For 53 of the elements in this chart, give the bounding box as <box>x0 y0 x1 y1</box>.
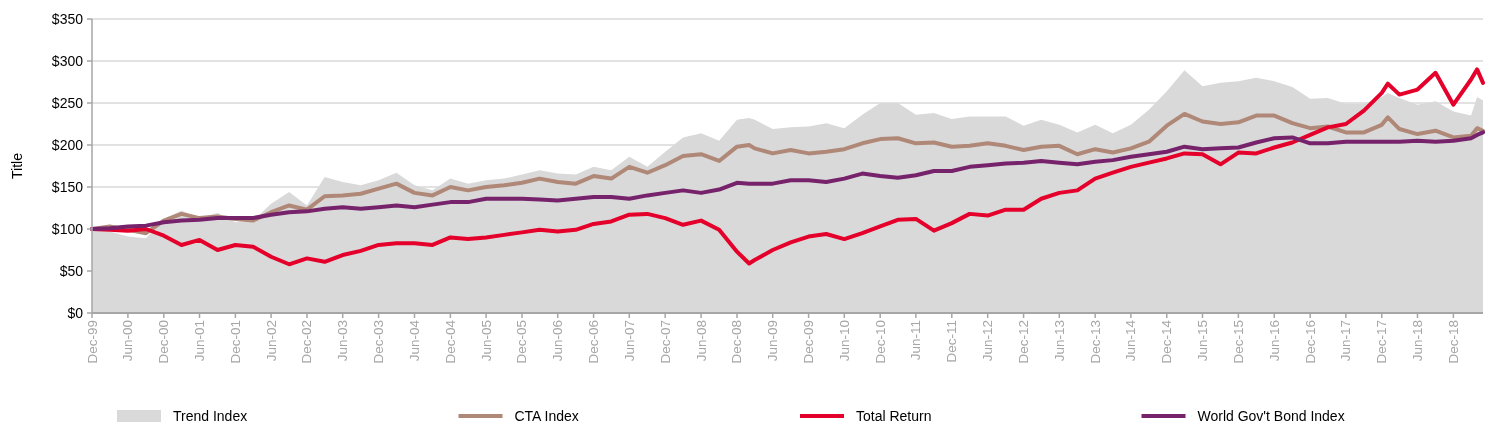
y-tick-label: $350 <box>51 11 84 27</box>
x-tick-label: Dec-04 <box>442 319 458 364</box>
x-tick-label: Dec-14 <box>1159 319 1175 364</box>
y-tick-label: $0 <box>67 305 84 321</box>
x-tick-label: Dec-08 <box>729 320 745 364</box>
x-tick-label: Dec-07 <box>657 320 673 364</box>
y-tick-label: $250 <box>51 95 84 111</box>
x-tick-label: Dec-16 <box>1302 320 1318 364</box>
legend-label: Total Return <box>856 408 932 424</box>
x-tick-label: Dec-02 <box>299 320 315 364</box>
x-tick-label: Jun-17 <box>1338 320 1354 362</box>
x-tick-label: Dec-11 <box>944 320 960 363</box>
x-tick-label: Jun-14 <box>1123 319 1139 362</box>
legend-label: World Gov't Bond Index <box>1197 408 1345 424</box>
x-tick-label: Jun-13 <box>1051 320 1067 362</box>
x-tick-label: Dec-12 <box>1016 320 1032 364</box>
x-tick-label: Jun-09 <box>765 320 781 362</box>
line-series <box>90 130 1485 231</box>
x-tick-label: Jun-16 <box>1266 320 1282 362</box>
x-tick-label: Jun-02 <box>263 320 279 362</box>
x-tick-label: Dec-06 <box>586 320 602 364</box>
x-tick-label: Jun-08 <box>693 320 709 362</box>
x-tick-label: Dec-99 <box>84 320 100 364</box>
y-axis-title: Title <box>9 152 25 179</box>
x-tick-label: Jun-05 <box>478 320 494 362</box>
x-tick-label: Dec-05 <box>514 320 530 364</box>
x-tick-label: Jun-11 <box>908 320 924 361</box>
x-tick-label: Dec-17 <box>1374 320 1390 364</box>
x-tick-label: Dec-10 <box>872 320 888 364</box>
legend-label: CTA Index <box>514 408 579 424</box>
x-tick-label: Dec-18 <box>1445 320 1461 364</box>
y-tick-label: $100 <box>51 221 84 237</box>
x-tick-label: Dec-13 <box>1087 320 1103 364</box>
x-tick-label: Jun-12 <box>980 320 996 362</box>
x-tick-label: Dec-15 <box>1230 320 1246 364</box>
x-tick-label: Jun-01 <box>192 320 207 362</box>
x-tick-label: Jun-06 <box>550 320 566 362</box>
x-tick-label: Jun-07 <box>621 320 637 362</box>
x-tick-label: Dec-00 <box>156 320 172 364</box>
x-tick-label: Jun-18 <box>1409 320 1425 362</box>
x-tick-label: Jun-10 <box>836 320 852 362</box>
x-tick-label: Jun-03 <box>335 320 351 362</box>
x-tick-label: Jun-00 <box>120 320 136 362</box>
y-tick-label: $150 <box>51 179 84 195</box>
x-tick-label: Jun-15 <box>1194 320 1210 362</box>
legend-label: Trend Index <box>173 408 248 424</box>
y-tick-label: $300 <box>51 53 84 69</box>
y-tick-label: $50 <box>59 263 84 279</box>
x-tick-label: Dec-03 <box>371 320 387 364</box>
y-tick-label: $200 <box>51 137 84 153</box>
x-tick-label: Dec-01 <box>227 320 243 364</box>
x-tick-label: Jun-04 <box>406 319 422 362</box>
x-tick-label: Dec-09 <box>801 320 817 364</box>
